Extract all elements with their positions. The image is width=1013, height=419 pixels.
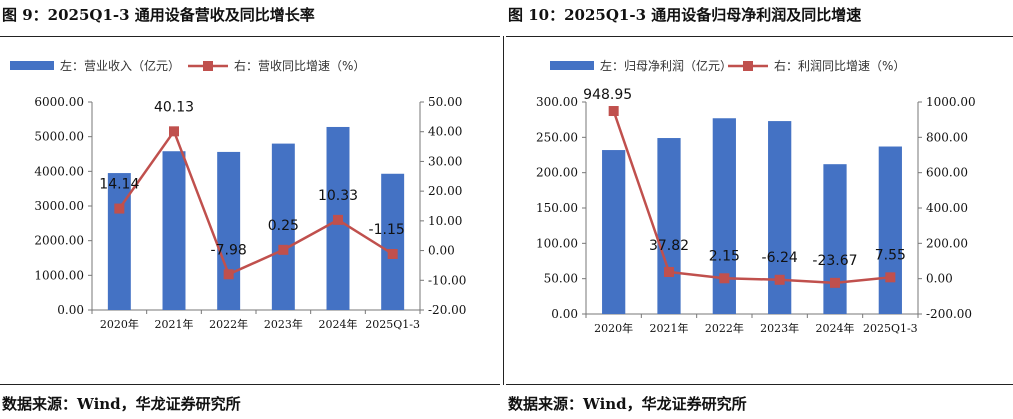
data-label: -23.67 [812, 253, 857, 269]
bar [271, 143, 295, 310]
right-tick-label: 50.00 [428, 95, 462, 109]
line-point [387, 248, 398, 259]
right-tick-label: 600.00 [926, 166, 968, 180]
data-label: 40.13 [154, 99, 194, 115]
left-tick-label: 2000.00 [34, 234, 84, 248]
legend-bar-swatch [10, 61, 54, 70]
line-point [608, 106, 619, 117]
x-tick-label: 2023年 [264, 317, 303, 331]
line-point [114, 203, 125, 214]
bar [712, 118, 736, 315]
figure-9-top-rule [0, 36, 500, 37]
line-point [333, 214, 343, 225]
line-point [223, 269, 234, 280]
left-tick-label: 6000.00 [34, 95, 84, 109]
figure-9-chart: 左：营业收入（亿元） 右：营收同比增速（%） 0.00 1000.00 2000.00 3… [10, 58, 466, 331]
figure-10-title: 图 10：2025Q1-3 通用设备归母净利润及同比增速 [508, 6, 862, 24]
data-label: 14.14 [99, 177, 139, 193]
legend-line-marker [203, 61, 213, 71]
left-tick-label: 250.00 [536, 130, 578, 144]
line-point [885, 272, 896, 283]
left-tick-label: 50.00 [544, 272, 578, 286]
right-tick-label: -20.00 [428, 303, 466, 317]
right-tick-label: 400.00 [926, 201, 968, 215]
right-tick-label: 800.00 [926, 130, 968, 144]
right-tick-label: 0.00 [926, 272, 953, 286]
figure-9-bottom-rule [0, 384, 500, 385]
bar [381, 173, 405, 310]
left-tick-label: 150.00 [536, 201, 578, 215]
data-label: 0.25 [268, 218, 299, 234]
left-tick-label: 100.00 [536, 236, 578, 250]
x-tick-label: 2025Q1-3 [863, 322, 918, 335]
data-label: -6.24 [762, 250, 798, 266]
data-label: -1.15 [369, 222, 405, 238]
figure-10-top-rule [506, 36, 1013, 37]
line-point [278, 244, 289, 255]
right-tick-label: 40.00 [428, 125, 462, 139]
bar [162, 151, 186, 310]
right-tick-label: 20.00 [428, 184, 462, 198]
figure-10-source: 数据来源：Wind，华龙证券研究所 [508, 395, 747, 413]
growth-line [612, 110, 891, 285]
bar [878, 146, 902, 314]
left-tick-label: 5000.00 [34, 130, 84, 144]
bar [217, 151, 241, 310]
legend-bar-label: 左：归母净利润（亿元） [600, 58, 732, 73]
right-tick-label: 200.00 [926, 236, 968, 250]
x-tick-label: 2020年 [594, 321, 633, 335]
right-tick-label: 1000.00 [926, 95, 976, 109]
data-label: -7.98 [211, 242, 247, 258]
x-tick-label: 2024年 [319, 317, 358, 331]
left-tick-label: 300.00 [536, 95, 578, 109]
left-tick-label: 1000.00 [34, 268, 84, 282]
data-label: 2.15 [709, 248, 740, 264]
x-tick-label: 2023年 [760, 321, 799, 335]
line-point [774, 274, 785, 285]
figure-9-title: 图 9：2025Q1-3 通用设备营收及同比增长率 [2, 6, 315, 24]
left-tick-label: 200.00 [536, 166, 578, 180]
legend-bar-swatch [550, 61, 594, 70]
x-tick-label: 2024年 [816, 321, 855, 335]
left-tick-label: 0.00 [57, 303, 84, 317]
right-tick-label: 30.00 [428, 154, 462, 168]
x-tick-label: 2022年 [705, 321, 744, 335]
x-tick-label: 2021年 [155, 317, 194, 331]
legend-line-label: 右：营收同比增速（%） [234, 58, 365, 73]
x-tick-label: 2022年 [209, 317, 248, 331]
legend-line-label: 右：利润同比增速（%） [774, 58, 905, 73]
line-point [664, 266, 674, 277]
figure-9-panel: 图 9：2025Q1-3 通用设备营收及同比增长率 左：营业收入（亿元） 右：营收… [0, 0, 500, 419]
x-tick-label: 2025Q1-3 [365, 318, 420, 331]
figure-9-source: 数据来源：Wind，华龙证券研究所 [2, 395, 241, 413]
bar [602, 150, 626, 314]
right-tick-label: 0.00 [428, 244, 455, 258]
line-point [719, 273, 730, 284]
data-label: 948.95 [583, 87, 632, 103]
figure-10-chart: 左：归母净利润（亿元） 右：利润同比增速（%） 0.00 50.00 100.00 150… [536, 58, 976, 335]
data-label: 7.55 [875, 247, 906, 263]
line-point [169, 126, 179, 137]
data-label: 10.33 [318, 188, 358, 204]
legend-bar-label: 左：营业收入（亿元） [60, 58, 180, 73]
left-tick-label: 4000.00 [34, 164, 84, 178]
bar [657, 138, 681, 314]
data-label: 37.82 [649, 238, 689, 254]
bar [768, 121, 792, 314]
figure-10-panel: 图 10：2025Q1-3 通用设备归母净利润及同比增速 左：归母净利润（亿元）… [506, 0, 1013, 419]
left-tick-label: 3000.00 [34, 199, 84, 213]
line-point [830, 277, 840, 288]
x-tick-label: 2021年 [650, 321, 689, 335]
bar [823, 164, 847, 314]
legend-line-marker [743, 61, 753, 71]
left-tick-label: 0.00 [551, 307, 578, 321]
right-tick-label: 10.00 [428, 214, 462, 228]
bar [107, 173, 131, 310]
figure-10-bottom-rule [506, 384, 1013, 385]
x-tick-label: 2020年 [100, 317, 139, 331]
panel-divider [503, 36, 504, 385]
right-tick-label: -200.00 [926, 307, 972, 321]
growth-line [118, 128, 394, 276]
right-tick-label: -10.00 [428, 273, 466, 287]
